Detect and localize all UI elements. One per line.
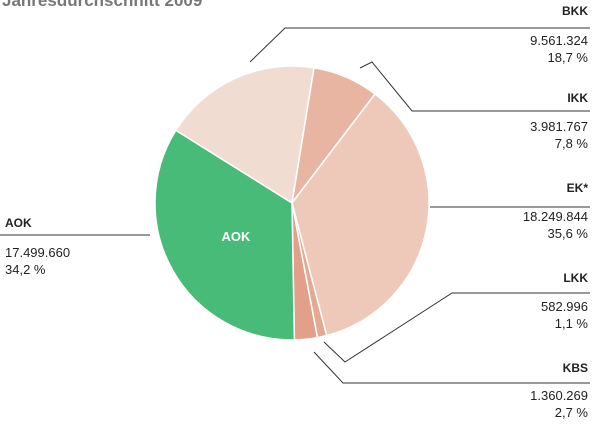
count-label: 1.360.269 [530, 388, 588, 403]
value-label: 34,2 % [5, 262, 46, 277]
count-label: 18.249.844 [523, 209, 588, 224]
chart-title: Jahresdurchschnitt 2009 [2, 0, 202, 10]
pie [154, 65, 430, 341]
category-label: LKK [563, 271, 588, 285]
category-label: KBS [563, 361, 588, 375]
value-label: 18,7 % [548, 50, 589, 65]
value-label: 35,6 % [548, 226, 589, 241]
slice-label: AOK [222, 229, 252, 244]
count-label: 9.561.324 [530, 33, 588, 48]
category-label: BKK [562, 4, 588, 18]
leader-line [313, 351, 590, 384]
value-label: 1,1 % [555, 316, 589, 331]
leader-lines [0, 27, 590, 384]
leader-line [249, 27, 590, 63]
pie-slice [291, 92, 430, 337]
category-label: EK* [567, 181, 589, 195]
pie-slice [174, 65, 315, 205]
leader-line [359, 61, 590, 112]
leader-line [323, 292, 590, 363]
count-label: 582.996 [541, 299, 588, 314]
value-label: 7,8 % [555, 136, 589, 151]
count-label: 17.499.660 [5, 245, 70, 260]
category-label: AOK [5, 216, 32, 230]
count-label: 3.981.767 [530, 119, 588, 134]
pie-slice [154, 129, 296, 341]
value-label: 2,7 % [555, 405, 589, 420]
category-label: IKK [567, 91, 588, 105]
